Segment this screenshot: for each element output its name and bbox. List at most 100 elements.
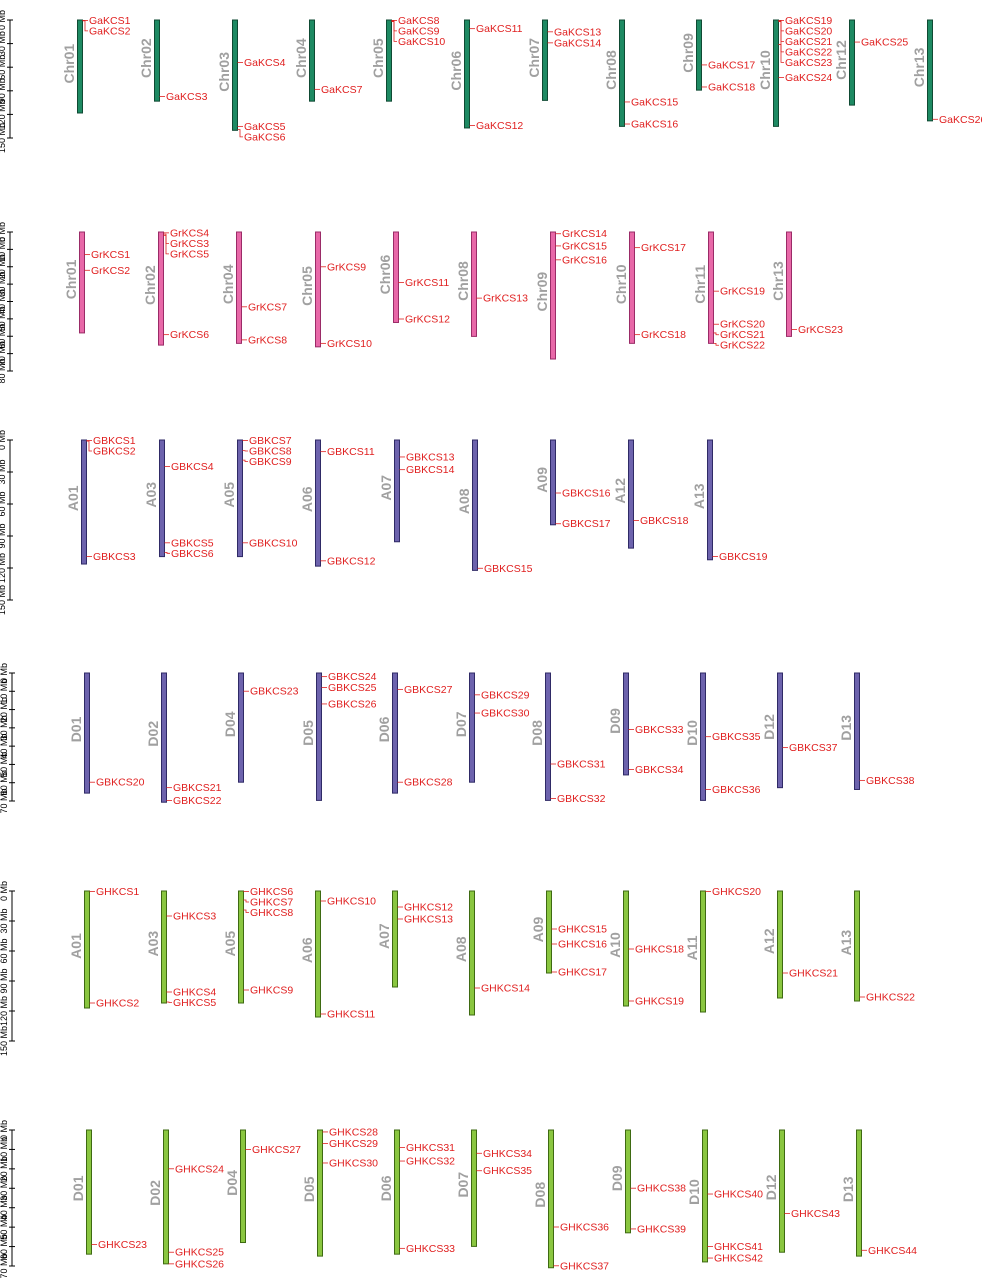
gene-label: GBKCS14 <box>406 464 455 476</box>
chromosome: A08 GHKCS14 <box>453 890 530 1016</box>
gene-label: GBKCS36 <box>712 784 761 796</box>
gene-label: GaKCS19 <box>785 15 832 27</box>
chromosome-bar <box>84 672 90 794</box>
scale-axis-tick-label: 90 Mb <box>0 78 7 103</box>
chromosome: A06 GHKCS10 GHKCS11 <box>299 890 376 1021</box>
chromosome-bar <box>619 19 625 127</box>
chromosome: Chr13 GrKCS23 <box>770 231 843 337</box>
scale-axis-tick-label: 120 Mb <box>0 553 7 583</box>
chromosome-name: D06 <box>376 716 392 742</box>
chromosome-bar <box>394 1129 400 1255</box>
chromosome-bar <box>386 19 392 102</box>
chromosome-bar <box>777 890 783 999</box>
gene-label: GrKCS14 <box>562 228 607 240</box>
gene-label: GrKCS8 <box>248 334 287 346</box>
chromosome-name: Chr02 <box>138 38 154 78</box>
gene-label: GaKCS17 <box>708 59 755 71</box>
gene-label: GHKCS25 <box>175 1247 224 1259</box>
chromosome-name: D02 <box>145 721 161 747</box>
chromosome-name: A07 <box>378 475 394 501</box>
chromosome: A08 GBKCS15 <box>456 439 533 575</box>
chromosome-bar <box>161 890 167 1004</box>
gene-label: GBKCS10 <box>249 537 298 549</box>
chromosome-name: D04 <box>222 711 238 737</box>
chromosome-name: D06 <box>378 1175 394 1201</box>
gene-label: GHKCS37 <box>560 1260 609 1272</box>
gene-label: GrKCS23 <box>798 324 843 336</box>
gene-label: GrKCS3 <box>170 238 209 250</box>
chromosome: D10 GBKCS35 GBKCS36 <box>684 672 761 801</box>
chromosome-bar <box>158 231 164 346</box>
gene-label: GaKCS14 <box>554 37 601 49</box>
gene-label: GaKCS4 <box>244 57 286 69</box>
chromosome-name: D13 <box>838 715 854 741</box>
chromosome-name: Chr06 <box>377 254 393 294</box>
chromosome-bar <box>550 231 556 360</box>
gene-label: GrKCS16 <box>562 254 607 266</box>
gene-label: GaKCS7 <box>321 84 363 96</box>
gene-label: GrKCS10 <box>327 338 372 350</box>
chromosome: Chr06 GaKCS11 GaKCS12 <box>448 19 523 132</box>
scale-axis-tick-label: 30 Mb <box>0 715 9 740</box>
gene-label: GBKCS11 <box>327 446 375 458</box>
gene-label: GHKCS35 <box>483 1165 532 1177</box>
chromosome-name: D01 <box>68 716 84 742</box>
scale-axis-tick-label: 20 Mb <box>0 697 9 722</box>
chromosome-bar <box>548 1129 554 1269</box>
chromosome-name: A08 <box>456 488 472 514</box>
gene-label: GHKCS27 <box>252 1144 301 1156</box>
chromosome-bar <box>393 231 399 323</box>
chromosome-name: A05 <box>222 931 238 957</box>
gene-label: GaKCS2 <box>89 25 131 37</box>
chromosome-bar <box>315 890 321 1018</box>
gene-marker-line <box>164 551 170 554</box>
scale-axis-tick-label: 60 Mb <box>0 1234 9 1259</box>
gene-label: GHKCS24 <box>175 1163 224 1175</box>
gene-label: GBKCS6 <box>171 548 214 560</box>
chromosome: Chr04 GaKCS7 <box>293 19 363 102</box>
gene-label: GHKCS41 <box>714 1241 763 1253</box>
gene-label: GBKCS24 <box>328 671 377 683</box>
gene-label: GaKCS18 <box>708 81 755 93</box>
gene-marker-line <box>778 44 784 63</box>
chromosome-bar <box>856 1129 862 1257</box>
scale-axis-tick-label: 0 Mb <box>0 1120 9 1140</box>
scale-axis-tick-label: 0 Mb <box>0 10 7 30</box>
gene-label: GBKCS7 <box>249 435 292 447</box>
gene-label: GrKCS4 <box>170 227 209 239</box>
chromosome: A12 GBKCS18 <box>612 439 689 549</box>
scale-axis-tick-label: 40 Mb <box>0 734 9 759</box>
chromosome: Chr09 GaKCS17 GaKCS18 <box>680 19 755 93</box>
scale-axis-tick-label: 50 Mb <box>0 752 9 777</box>
chromosome-bar <box>469 672 475 783</box>
gene-label: GHKCS13 <box>404 914 453 926</box>
chromosome-bar <box>786 231 792 337</box>
gene-label: GBKCS1 <box>93 435 136 447</box>
gene-label: GHKCS14 <box>481 983 530 995</box>
chromosome-name: D09 <box>607 708 623 734</box>
chromosome: D12 GBKCS37 <box>761 672 838 789</box>
gene-marker-line <box>82 20 88 32</box>
chromosome: D07 GBKCS29 GBKCS30 <box>453 672 530 783</box>
chromosome-bar <box>392 672 398 794</box>
chromosome: Chr02 GaKCS3 <box>138 19 208 103</box>
scale-axis-tick-label: 150 Mb <box>0 1026 9 1056</box>
gene-label: GHKCS5 <box>173 997 216 1009</box>
gene-label: GHKCS32 <box>406 1156 455 1168</box>
gene-label: GBKCS3 <box>93 551 136 563</box>
scale-axis-tick-label: 0 Mb <box>0 663 9 683</box>
chromosome-bar <box>238 890 244 1004</box>
gene-label: GrKCS19 <box>720 286 765 298</box>
chromosome-bar <box>161 672 167 803</box>
chromosome-name: Chr09 <box>680 33 696 73</box>
chromosome-name: Chr01 <box>61 44 77 84</box>
gene-label: GrKCS1 <box>91 249 130 261</box>
chromosome-bar <box>317 1129 323 1257</box>
gene-label: GBKCS5 <box>171 537 214 549</box>
chromosome: Chr08 GaKCS15 GaKCS16 <box>603 19 678 131</box>
chromosome-name: Chr08 <box>603 50 619 90</box>
